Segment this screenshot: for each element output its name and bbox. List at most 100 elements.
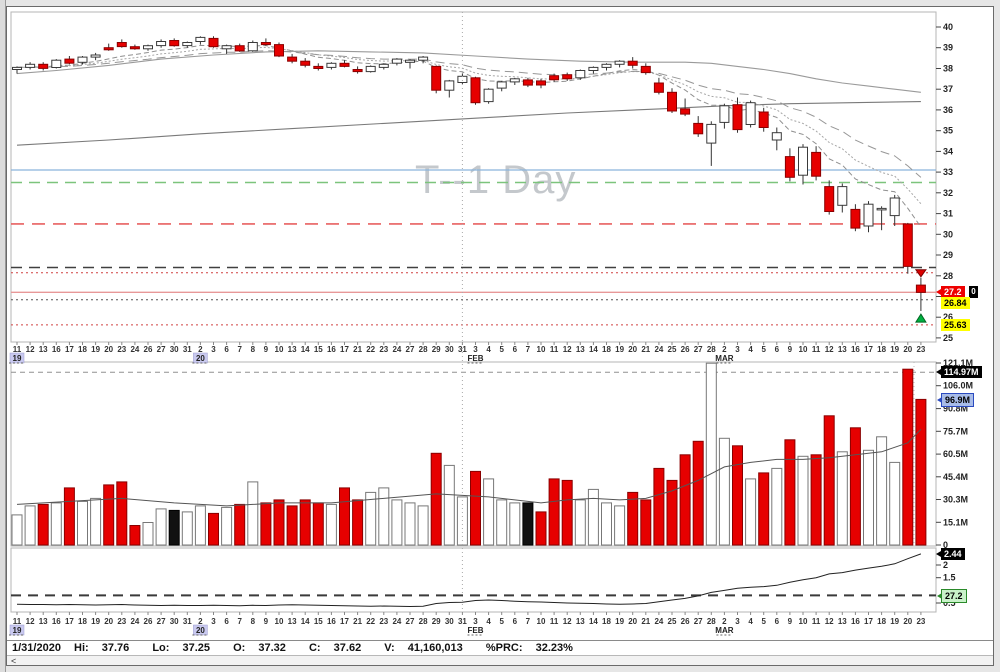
svg-text:16: 16 [851, 617, 860, 626]
svg-text:FEB: FEB [468, 626, 484, 635]
svg-text:23: 23 [916, 345, 925, 354]
volume-ma-line [16, 428, 922, 507]
svg-text:25: 25 [943, 333, 953, 343]
price-alert-lower-callout[interactable]: 25.63 [941, 319, 970, 331]
price-trendlines[interactable] [11, 169, 936, 326]
svg-text:31: 31 [943, 209, 953, 219]
svg-text:16: 16 [52, 617, 61, 626]
svg-text:27: 27 [157, 345, 166, 354]
svg-text:27: 27 [157, 617, 166, 626]
svg-text:28: 28 [707, 617, 716, 626]
svg-text:30: 30 [170, 617, 179, 626]
horizontal-scrollbar[interactable]: < [7, 655, 993, 666]
svg-text:2: 2 [943, 560, 948, 570]
svg-text:12: 12 [825, 345, 834, 354]
svg-text:16: 16 [52, 345, 61, 354]
svg-text:28: 28 [419, 617, 428, 626]
svg-text:20: 20 [104, 345, 113, 354]
svg-text:24: 24 [130, 345, 139, 354]
volume-last-callout: 96.9M [936, 393, 975, 407]
svg-text:5: 5 [761, 617, 766, 626]
status-hi: Hi: 37.76 [74, 642, 130, 654]
svg-text:31: 31 [183, 617, 192, 626]
svg-text:2: 2 [722, 617, 727, 626]
svg-text:121.1M: 121.1M [943, 358, 973, 368]
status-bar: 1/31/2020 Hi: 37.76 Lo: 37.25 O: 37.32 C… [7, 640, 993, 655]
svg-text:12: 12 [563, 345, 572, 354]
svg-text:20: 20 [628, 345, 637, 354]
svg-text:26: 26 [144, 617, 153, 626]
svg-text:24: 24 [392, 617, 401, 626]
svg-text:7: 7 [526, 617, 531, 626]
svg-text:22: 22 [366, 345, 375, 354]
status-open: O: 37.32 [233, 642, 286, 654]
svg-text:2: 2 [722, 345, 727, 354]
svg-text:20: 20 [903, 345, 912, 354]
svg-text:23: 23 [117, 617, 126, 626]
svg-text:2: 2 [198, 345, 203, 354]
svg-text:15: 15 [314, 617, 323, 626]
svg-text:23: 23 [379, 617, 388, 626]
svg-text:17: 17 [340, 345, 349, 354]
svg-text:20: 20 [104, 617, 113, 626]
svg-text:FEB: FEB [468, 354, 484, 363]
svg-text:38: 38 [943, 64, 953, 74]
scroll-left-arrow-icon[interactable]: < [11, 656, 17, 666]
indicator-line [16, 553, 922, 608]
left-gutter [0, 0, 6, 672]
svg-text:16: 16 [851, 345, 860, 354]
svg-text:30.3M: 30.3M [943, 495, 968, 505]
svg-text:24: 24 [654, 345, 663, 354]
svg-text:27: 27 [694, 345, 703, 354]
svg-text:12: 12 [26, 617, 35, 626]
svg-text:19: 19 [615, 617, 624, 626]
svg-text:24: 24 [654, 617, 663, 626]
svg-text:3: 3 [211, 345, 216, 354]
svg-text:19: 19 [91, 617, 100, 626]
svg-text:5: 5 [499, 617, 504, 626]
svg-text:28: 28 [707, 345, 716, 354]
svg-text:17: 17 [864, 345, 873, 354]
svg-text:12: 12 [563, 617, 572, 626]
svg-text:4: 4 [748, 617, 753, 626]
svg-text:19: 19 [91, 345, 100, 354]
last-price-callout: 27.2 [936, 286, 965, 298]
svg-text:6: 6 [224, 345, 229, 354]
month-markers: 19 19 20 20 FEB FEB MAR MAR [9, 352, 734, 636]
svg-text:9: 9 [788, 617, 793, 626]
svg-text:13: 13 [838, 345, 847, 354]
svg-text:17: 17 [340, 617, 349, 626]
svg-text:10: 10 [799, 617, 808, 626]
indicator-last-callout: 2.44 [936, 548, 965, 560]
svg-text:28: 28 [943, 271, 953, 281]
svg-text:20: 20 [196, 626, 205, 635]
svg-text:17: 17 [864, 617, 873, 626]
price-alert-upper-callout[interactable]: 26.84 [941, 297, 970, 309]
svg-text:3: 3 [735, 617, 740, 626]
date-axis-top: 11 12 13 16 17 18 19 20 23 24 26 27 30 31 2 3 6 7 8 9 10 13 14… [13, 342, 926, 354]
last-price-decimal-box: 0 [969, 286, 978, 298]
svg-text:30: 30 [170, 345, 179, 354]
svg-text:11: 11 [812, 617, 821, 626]
svg-text:6: 6 [775, 617, 780, 626]
svg-text:106.0M: 106.0M [943, 381, 973, 391]
svg-text:21: 21 [353, 617, 362, 626]
svg-text:MAR: MAR [715, 626, 733, 635]
status-close: C: 37.62 [308, 642, 362, 654]
svg-text:6: 6 [224, 617, 229, 626]
chart-window-frame [6, 6, 994, 666]
svg-text:30: 30 [943, 229, 953, 239]
buy-signal-triangle-icon [914, 313, 927, 323]
svg-text:11: 11 [13, 617, 22, 626]
svg-text:18: 18 [877, 345, 886, 354]
symbol-watermark: T--1 Day [415, 158, 577, 202]
svg-text:9: 9 [264, 345, 269, 354]
svg-text:24: 24 [130, 617, 139, 626]
svg-text:27: 27 [694, 617, 703, 626]
svg-text:4: 4 [748, 345, 753, 354]
volume-axis: 121.1M 106.0M 90.8M 75.7M 60.5M 45.4M 30.3M 15.… [936, 358, 973, 550]
svg-text:21: 21 [641, 345, 650, 354]
svg-text:90.8M: 90.8M [943, 404, 968, 414]
indicator-line-callout[interactable]: 27.2 [937, 589, 967, 603]
